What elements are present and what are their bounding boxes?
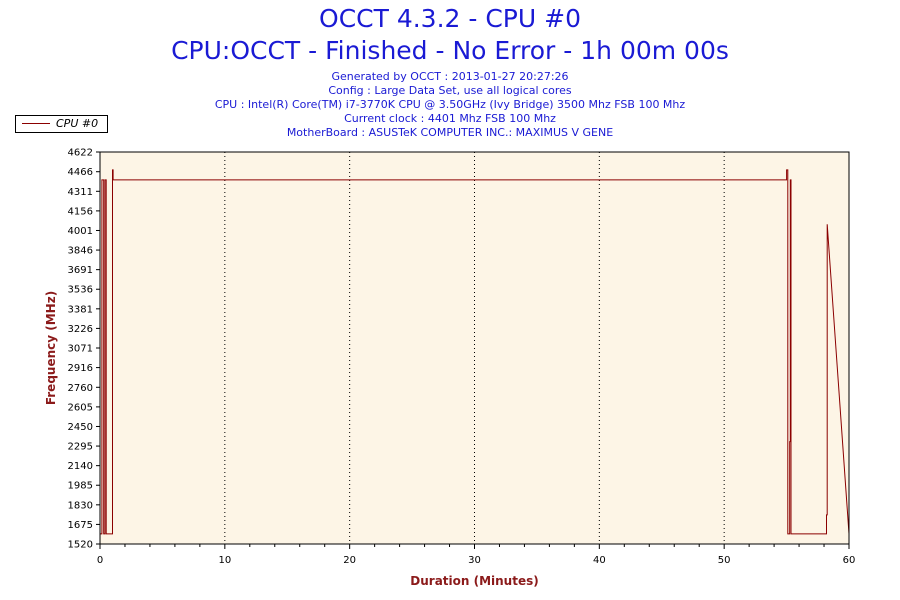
x-axis-ticks: 0 10 20 30 40 50 60 — [97, 544, 856, 566]
y-tick-label: 4001 — [68, 226, 93, 237]
plot-frame — [99, 151, 850, 545]
y-tick-label: 1985 — [68, 481, 93, 492]
y-tick-label: 3226 — [68, 324, 93, 335]
legend-line-swatch — [22, 123, 50, 124]
info-motherboard: MotherBoard : ASUSTeK COMPUTER INC.: MAX… — [286, 126, 614, 139]
x-tick-label: 20 — [343, 555, 356, 566]
y-axis-title: Frequency (MHz) — [44, 291, 58, 405]
x-tick-label: 0 — [97, 555, 103, 566]
info-cpu: CPU : Intel(R) Core(TM) i7-3770K CPU @ 3… — [214, 98, 686, 111]
y-tick-label: 2140 — [68, 461, 93, 472]
x-axis-title: Duration (Minutes) — [410, 574, 538, 588]
y-axis-ticks: 1520 1675 1830 1985 2140 2295 2450 2605 2760 2916… — [68, 148, 100, 551]
y-tick-label: 1520 — [68, 540, 93, 551]
y-tick-label: 2450 — [68, 422, 93, 433]
y-tick-label: 4466 — [68, 167, 93, 178]
y-tick-label: 4622 — [68, 148, 93, 159]
legend-label-cpu0: CPU #0 — [56, 117, 99, 130]
y-tick-label: 1830 — [68, 500, 93, 511]
y-tick-label: 4156 — [68, 206, 93, 217]
y-tick-label: 3071 — [68, 344, 93, 355]
y-tick-label: 2295 — [68, 442, 93, 453]
x-tick-label: 30 — [468, 555, 481, 566]
x-tick-label: 60 — [843, 555, 856, 566]
y-tick-label: 2916 — [68, 363, 93, 374]
chart-title: OCCT 4.3.2 - CPU #0 — [319, 4, 581, 33]
series-line-cpu0 — [100, 169, 850, 535]
y-tick-label: 1675 — [68, 520, 93, 531]
y-tick-label: 2605 — [68, 402, 93, 413]
x-tick-label: 40 — [593, 555, 606, 566]
y-tick-label: 3846 — [68, 246, 93, 257]
grid-lines — [224, 152, 725, 544]
legend: CPU #0 — [15, 115, 108, 133]
x-tick-label: 50 — [718, 555, 731, 566]
info-generated: Generated by OCCT : 2013-01-27 20:27:26 — [331, 70, 569, 83]
y-tick-label: 3381 — [68, 304, 93, 315]
chart-subtitle: CPU:OCCT - Finished - No Error - 1h 00m … — [171, 36, 729, 65]
y-tick-label: 4311 — [68, 187, 93, 198]
x-tick-label: 10 — [218, 555, 231, 566]
y-tick-label: 2760 — [68, 383, 93, 394]
y-tick-label: 3536 — [68, 285, 93, 296]
info-config: Config : Large Data Set, use all logical… — [328, 84, 572, 97]
info-current-clock: Current clock : 4401 Mhz FSB 100 Mhz — [344, 112, 556, 125]
y-tick-label: 3691 — [68, 265, 93, 276]
